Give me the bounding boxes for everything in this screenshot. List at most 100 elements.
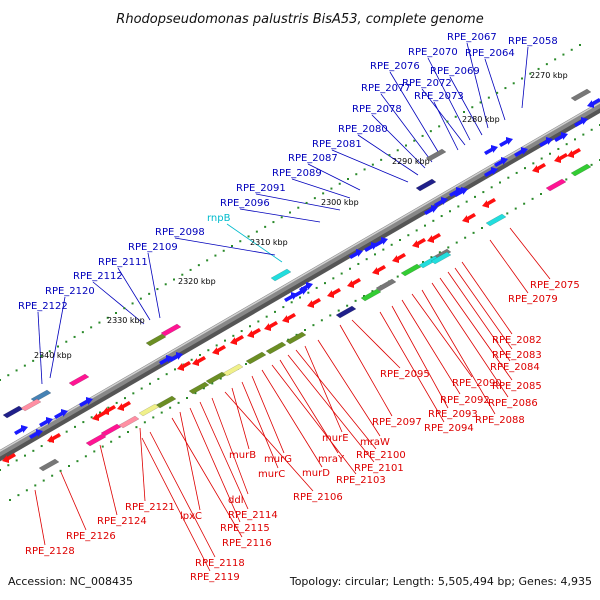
- lower-gene-label[interactable]: lpxC: [180, 511, 202, 522]
- lower-gene-label[interactable]: RPE_2106: [293, 492, 343, 503]
- gene-box[interactable]: [2, 405, 24, 419]
- gene-box[interactable]: [85, 433, 107, 447]
- upper-gene-label[interactable]: RPE_2098: [155, 227, 205, 238]
- gene-arrow-forward[interactable]: [159, 355, 173, 365]
- upper-gene-label[interactable]: RPE_2122: [18, 301, 68, 312]
- gene-box[interactable]: [30, 389, 52, 403]
- gene-arrow-reverse[interactable]: [47, 433, 61, 443]
- gene-box[interactable]: [430, 251, 452, 265]
- gene-arrow-reverse[interactable]: [264, 321, 278, 331]
- gene-arrow-forward[interactable]: [454, 187, 468, 197]
- gene-box[interactable]: [570, 88, 592, 102]
- gene-box[interactable]: [265, 341, 287, 355]
- gene-box[interactable]: [545, 178, 567, 192]
- gene-arrow-forward[interactable]: [299, 282, 313, 292]
- upper-gene-label[interactable]: RPE_2111: [98, 257, 148, 268]
- gene-arrow-forward[interactable]: [484, 145, 498, 155]
- gene-arrow-reverse[interactable]: [462, 213, 476, 223]
- gene-arrow-reverse[interactable]: [192, 356, 206, 366]
- lower-gene-label[interactable]: RPE_2119: [190, 572, 240, 583]
- gene-box[interactable]: [160, 323, 182, 337]
- gene-arrow-forward[interactable]: [284, 292, 298, 302]
- gene-box[interactable]: [360, 288, 382, 302]
- gene-arrow-reverse[interactable]: [347, 278, 361, 288]
- gene-arrow-forward[interactable]: [39, 417, 53, 427]
- gene-arrow-forward[interactable]: [364, 242, 378, 252]
- gene-box[interactable]: [375, 278, 397, 292]
- lower-gene-label[interactable]: RPE_2124: [97, 516, 147, 527]
- upper-gene-label[interactable]: RPE_2089: [272, 168, 322, 179]
- gene-box[interactable]: [270, 268, 292, 282]
- lower-gene-label[interactable]: RPE_2100: [356, 450, 406, 461]
- gene-arrow-reverse[interactable]: [327, 288, 341, 298]
- gene-arrow-forward[interactable]: [554, 132, 568, 142]
- gene-arrow-forward[interactable]: [79, 397, 93, 407]
- gene-box[interactable]: [222, 363, 244, 377]
- gene-arrow-reverse[interactable]: [247, 328, 261, 338]
- gene-arrow-forward[interactable]: [494, 157, 508, 167]
- gene-box[interactable]: [570, 163, 592, 177]
- upper-gene-label[interactable]: RPE_2058: [508, 36, 558, 47]
- gene-box[interactable]: [245, 351, 267, 365]
- upper-gene-label[interactable]: RPE_2096: [220, 198, 270, 209]
- lower-gene-label[interactable]: RPE_2115: [220, 523, 270, 534]
- gene-arrow-forward[interactable]: [539, 137, 553, 147]
- upper-gene-label[interactable]: RPE_2080: [338, 124, 388, 135]
- gene-box[interactable]: [485, 213, 507, 227]
- gene-arrow-reverse[interactable]: [307, 298, 321, 308]
- upper-gene-label[interactable]: RPE_2120: [45, 286, 95, 297]
- gene-arrow-forward[interactable]: [169, 352, 183, 362]
- lower-gene-label[interactable]: RPE_2082: [492, 335, 542, 346]
- gene-arrow-reverse[interactable]: [102, 405, 116, 415]
- lower-gene-label[interactable]: murD: [302, 468, 330, 479]
- gene-arrow-reverse[interactable]: [282, 313, 296, 323]
- gene-arrow-forward[interactable]: [349, 249, 363, 259]
- lower-gene-label[interactable]: RPE_2114: [228, 510, 278, 521]
- gene-arrow-reverse[interactable]: [372, 265, 386, 275]
- lower-gene-label[interactable]: RPE_2075: [530, 280, 580, 291]
- gene-arrow-reverse[interactable]: [230, 335, 244, 345]
- upper-gene-label[interactable]: RPE_2064: [465, 48, 515, 59]
- gene-arrow-reverse[interactable]: [554, 153, 568, 163]
- upper-gene-label[interactable]: RPE_2072: [402, 78, 452, 89]
- lower-gene-label[interactable]: mraY: [318, 454, 345, 465]
- gene-arrow-reverse[interactable]: [567, 148, 581, 158]
- upper-gene-label[interactable]: RPE_2076: [370, 61, 420, 72]
- lower-gene-label[interactable]: mraW: [360, 437, 390, 448]
- lower-gene-label[interactable]: RPE_2079: [508, 294, 558, 305]
- lower-gene-label[interactable]: RPE_2093: [428, 409, 478, 420]
- upper-gene-label[interactable]: RPE_2109: [128, 242, 178, 253]
- gene-arrow-reverse[interactable]: [177, 361, 191, 371]
- lower-gene-label[interactable]: RPE_2090: [452, 378, 502, 389]
- lower-gene-label[interactable]: murE: [322, 433, 349, 444]
- lower-gene-label[interactable]: RPE_2084: [490, 362, 540, 373]
- gene-arrow-reverse[interactable]: [212, 345, 226, 355]
- gene-box[interactable]: [425, 148, 447, 162]
- lower-gene-label[interactable]: RPE_2121: [125, 502, 175, 513]
- gene-box[interactable]: [38, 458, 60, 472]
- lower-gene-label[interactable]: RPE_2101: [354, 463, 404, 474]
- gene-box[interactable]: [138, 403, 160, 417]
- lower-gene-label[interactable]: murB: [229, 450, 256, 461]
- lower-gene-label[interactable]: RPE_2083: [492, 350, 542, 361]
- gene-box[interactable]: [400, 263, 422, 277]
- gene-arrow-forward[interactable]: [29, 429, 43, 439]
- lower-gene-label[interactable]: RPE_2128: [25, 546, 75, 557]
- lower-gene-label[interactable]: RPE_2085: [492, 381, 542, 392]
- gene-arrow-reverse[interactable]: [2, 453, 16, 463]
- upper-gene-label[interactable]: RPE_2078: [352, 104, 402, 115]
- gene-arrow-reverse[interactable]: [482, 198, 496, 208]
- gene-box[interactable]: [205, 371, 227, 385]
- gene-arrow-forward[interactable]: [434, 197, 448, 207]
- lower-gene-label[interactable]: murG: [264, 454, 292, 465]
- lower-gene-label[interactable]: RPE_2092: [440, 395, 490, 406]
- lower-gene-label[interactable]: RPE_2116: [222, 538, 272, 549]
- gene-arrow-reverse[interactable]: [587, 98, 600, 108]
- lower-gene-label[interactable]: RPE_2095: [380, 369, 430, 380]
- gene-arrow-reverse[interactable]: [392, 253, 406, 263]
- gene-box[interactable]: [285, 331, 307, 345]
- gene-arrow-forward[interactable]: [484, 167, 498, 177]
- upper-gene-label[interactable]: rnpB: [207, 213, 231, 224]
- gene-arrow-forward[interactable]: [449, 187, 463, 197]
- lower-gene-label[interactable]: RPE_2118: [195, 558, 245, 569]
